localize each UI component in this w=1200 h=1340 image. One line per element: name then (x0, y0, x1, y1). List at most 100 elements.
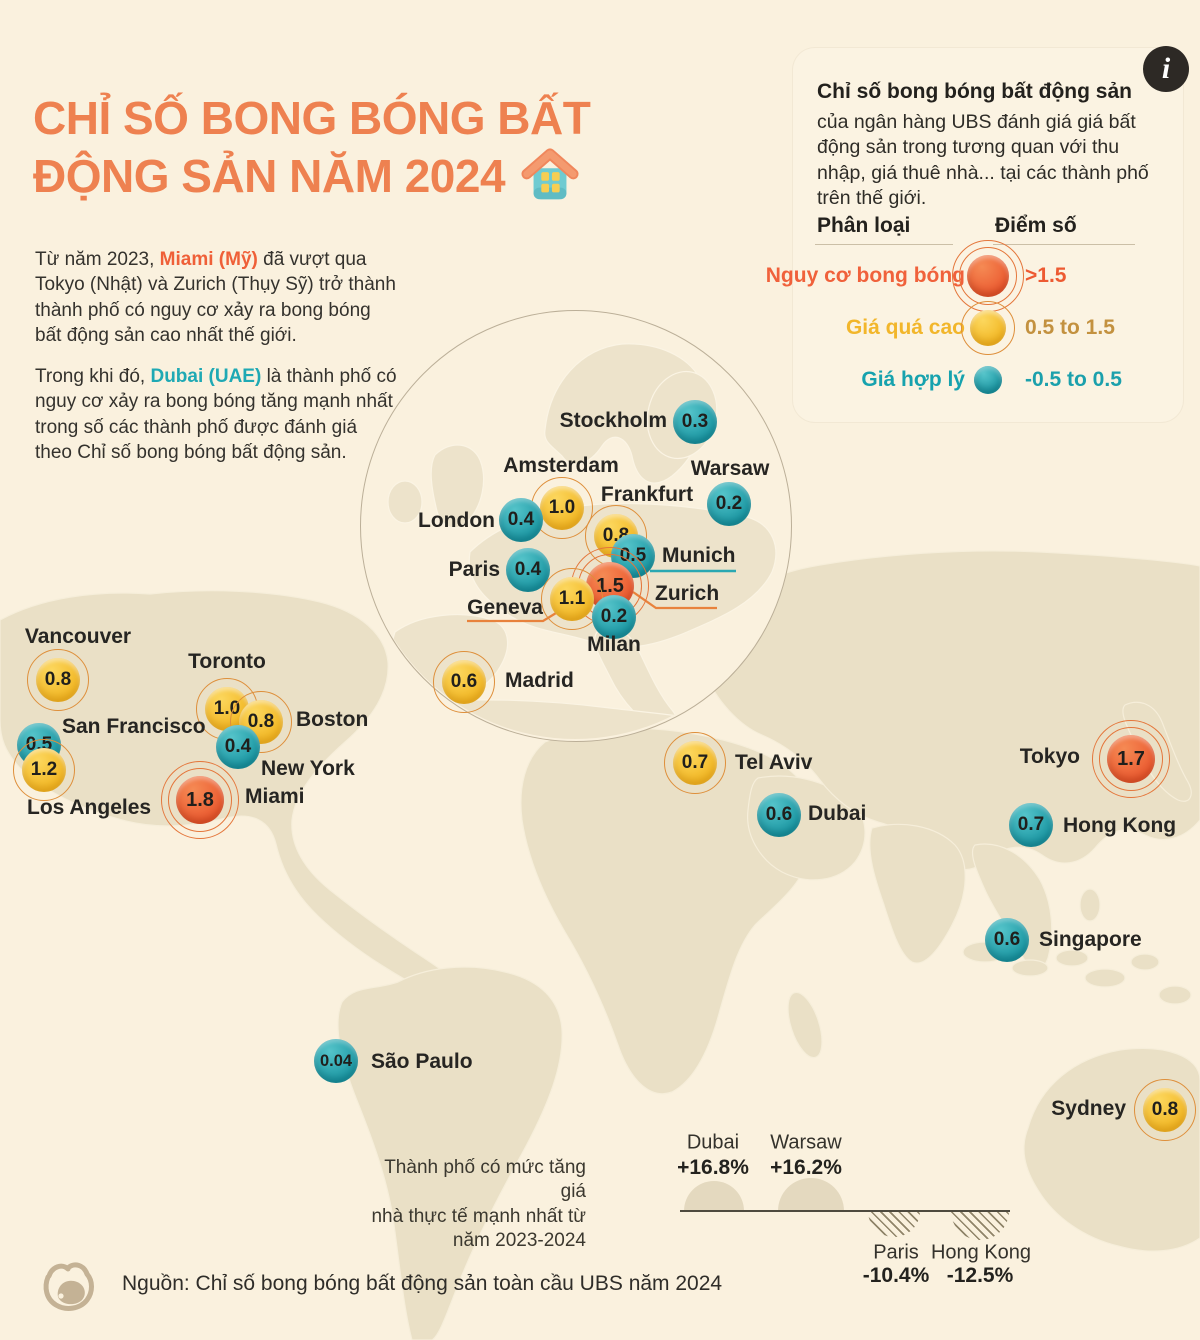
decliner-change-hong-kong: -12.5% (946, 1264, 1014, 1287)
decliner-change-paris: -10.4% (862, 1264, 930, 1287)
p2-post: là thành phố có nguy cơ xảy ra bong bóng… (35, 366, 397, 464)
score-stockholm: 0.3 (681, 411, 709, 432)
p1-highlight-miami: Miami (Mỹ) (159, 249, 258, 270)
city-label-warsaw: Warsaw (690, 457, 770, 480)
gainer-change-dubai: +16.8% (677, 1156, 749, 1179)
region-india (869, 823, 966, 964)
city-label-munich: Munich (662, 544, 736, 567)
city-bubble-milan: 0.2 (592, 595, 636, 639)
city-label-hong-kong: Hong Kong (1063, 814, 1177, 837)
island-madagascar (787, 991, 823, 1059)
p2-pre: Trong khi đó, (35, 366, 151, 387)
title-line-1: CHỈ SỐ BONG BÓNG BẤT (33, 92, 591, 144)
score-paris: 0.4 (514, 559, 542, 580)
legend-label-bubble-risk: Nguy cơ bong bóng (765, 264, 965, 287)
city-bubble-hong-kong: 0.7 (1009, 803, 1053, 847)
city-label-sao-paulo: São Paulo (371, 1050, 473, 1073)
city-label-paris: Paris (448, 558, 500, 581)
score-dubai: 0.6 (765, 804, 793, 825)
p1-post: đã vượt qua Tokyo (Nhật) và Zurich (Thụy… (35, 249, 396, 347)
legend-circle-bubble-risk (952, 240, 1024, 312)
score-amsterdam: 1.0 (548, 497, 576, 518)
city-label-madrid: Madrid (505, 669, 574, 692)
publisher-logo-icon (43, 1262, 94, 1311)
city-label-tel-aviv: Tel Aviv (735, 751, 813, 774)
region-uk (430, 444, 485, 529)
city-label-geneva: Geneva (467, 596, 543, 619)
price-change-baseline (680, 1210, 1010, 1212)
city-bubble-geneva: 1.1 (541, 568, 603, 630)
city-label-frankfurt: Frankfurt (600, 483, 694, 506)
city-label-miami: Miami (245, 785, 305, 808)
house-icon (521, 148, 579, 200)
info-box-heading: Chỉ số bong bóng bất động sản (817, 80, 1132, 103)
city-label-boston: Boston (296, 708, 369, 731)
city-bubble-amsterdam: 1.0 (531, 477, 593, 539)
city-label-tokyo: Tokyo (1019, 745, 1080, 768)
score-new-york: 0.4 (224, 736, 252, 757)
title-line-2: ĐỘNG SẢN NĂM 2024 (33, 149, 506, 202)
island-indonesia-3 (1055, 949, 1089, 967)
city-label-toronto: Toronto (188, 650, 266, 673)
legend-col-category: Phân loại (817, 214, 911, 237)
city-bubble-sydney: 0.8 (1134, 1079, 1196, 1141)
score-sao-paulo: 0.04 (319, 1051, 353, 1070)
score-london: 0.4 (507, 509, 535, 530)
legend-circle-fair-value (974, 366, 1002, 394)
legend-info-box: Chỉ số bong bóng bất động sản của ngân h… (766, 48, 1183, 422)
p2-highlight-dubai: Dubai (UAE) (150, 366, 262, 387)
intro-paragraph-1: Từ năm 2023, Miami (Mỹ) đã vượt qua Toky… (35, 247, 397, 349)
city-label-amsterdam: Amsterdam (503, 454, 619, 477)
page-title: CHỈ SỐ BONG BÓNG BẤT ĐỘNG SẢN NĂM 2024 (33, 90, 591, 206)
source-row: Nguồn: Chỉ số bong bóng bất động sản toà… (40, 1255, 722, 1313)
source-text: Nguồn: Chỉ số bong bóng bất động sản toà… (122, 1272, 723, 1295)
city-bubble-tokyo: 1.7 (1092, 720, 1170, 798)
city-label-singapore: Singapore (1039, 928, 1142, 951)
legend-rule-left (815, 244, 953, 245)
score-hong-kong: 0.7 (1017, 814, 1045, 835)
score-geneva: 1.1 (558, 588, 586, 609)
legend-range-fair-value: -0.5 to 0.5 (1025, 368, 1122, 391)
intro-paragraph-2: Trong khi đó, Dubai (UAE) là thành phố c… (35, 364, 397, 466)
city-bubble-singapore: 0.6 (985, 918, 1029, 962)
city-bubble-madrid: 0.6 (433, 651, 495, 713)
city-bubble-stockholm: 0.3 (673, 400, 717, 444)
city-label-london: London (418, 509, 495, 532)
legend-circle-overvalued (961, 301, 1015, 355)
city-bubble-new-york: 0.4 (216, 725, 260, 769)
city-label-dubai: Dubai (808, 802, 867, 825)
city-bubble-tel-aviv: 0.7 (664, 732, 726, 794)
score-madrid: 0.6 (450, 671, 478, 692)
city-label-vancouver: Vancouver (24, 625, 132, 648)
island-indonesia-6 (1158, 985, 1192, 1005)
legend-range-bubble-risk: >1.5 (1025, 264, 1067, 287)
gainer-city-dubai: Dubai (686, 1131, 740, 1154)
legend-label-overvalued: Giá quá cao (845, 316, 965, 339)
city-label-san-francisco: San Francisco (62, 715, 206, 738)
decliner-city-paris: Paris (873, 1241, 919, 1264)
city-label-zurich: Zurich (655, 582, 720, 605)
city-label-new-york: New York (261, 757, 355, 780)
score-milan: 0.2 (600, 606, 628, 627)
score-tel-aviv: 0.7 (681, 752, 709, 773)
city-bubble-los-angeles: 1.2 (13, 739, 75, 801)
city-bubble-sao-paulo: 0.04 (314, 1039, 358, 1083)
p1-pre: Từ năm 2023, (35, 249, 160, 270)
decliner-city-hong-kong: Hong Kong (930, 1241, 1032, 1264)
city-bubble-boston: 0.8 (230, 691, 292, 753)
city-bubble-paris: 0.4 (506, 548, 550, 592)
city-bubble-miami: 1.8 (161, 761, 239, 839)
score-vancouver: 0.8 (44, 669, 72, 690)
info-icon: i (1143, 46, 1189, 92)
score-singapore: 0.6 (993, 929, 1021, 950)
city-label-stockholm: Stockholm (559, 409, 667, 432)
score-miami: 1.8 (186, 788, 214, 811)
legend-label-fair-value: Giá hợp lý (861, 368, 965, 391)
score-warsaw: 0.2 (715, 493, 743, 514)
score-sydney: 0.8 (1151, 1099, 1179, 1120)
city-label-los-angeles: Los Angeles (27, 796, 152, 819)
legend-rule-right (993, 244, 1135, 245)
city-bubble-london: 0.4 (499, 498, 543, 542)
